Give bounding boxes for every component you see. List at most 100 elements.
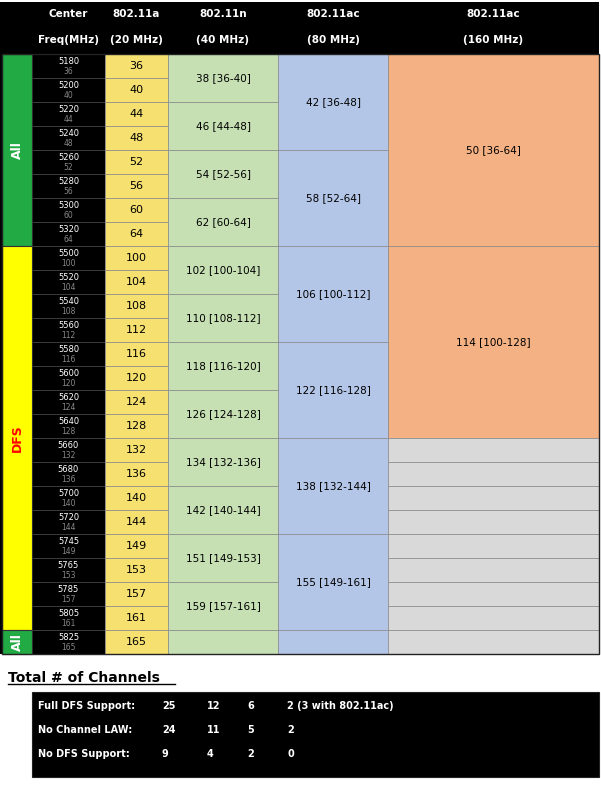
Bar (105, 198, 168, 222)
Bar (32, 438, 105, 462)
Bar (32, 198, 105, 222)
Bar (32, 126, 105, 150)
Bar (388, 246, 599, 438)
Bar (105, 174, 168, 198)
Text: 5540: 5540 (58, 297, 79, 306)
Bar (105, 462, 168, 486)
Text: 44: 44 (129, 109, 144, 119)
Bar (388, 438, 599, 462)
Bar (105, 534, 168, 558)
Bar (168, 294, 278, 342)
Bar (2, 246, 32, 630)
Text: 104: 104 (61, 283, 76, 292)
Text: Center: Center (49, 10, 88, 19)
Bar (32, 462, 105, 486)
Text: 5180: 5180 (58, 57, 79, 66)
Text: 2 (3 with 802.11ac): 2 (3 with 802.11ac) (287, 701, 394, 711)
Text: 132: 132 (126, 445, 147, 455)
Text: No Channel LAW:: No Channel LAW: (38, 725, 132, 735)
Text: 42 [36-48]: 42 [36-48] (305, 97, 361, 107)
Bar (278, 534, 388, 630)
Text: 58 [52-64]: 58 [52-64] (305, 193, 361, 203)
Text: 5500: 5500 (58, 249, 79, 258)
Text: 6: 6 (247, 701, 254, 711)
Bar (105, 366, 168, 390)
Bar (32, 270, 105, 294)
Bar (168, 486, 278, 534)
Text: 128: 128 (126, 421, 147, 431)
Bar (32, 414, 105, 438)
Text: 64: 64 (64, 235, 73, 244)
Text: 24: 24 (162, 725, 175, 735)
Text: 48: 48 (129, 133, 144, 143)
Text: 802.11n: 802.11n (199, 10, 247, 19)
Bar (278, 630, 388, 654)
Bar (105, 126, 168, 150)
Text: 161: 161 (61, 618, 76, 628)
Bar (105, 270, 168, 294)
Bar (32, 102, 105, 126)
Text: 112: 112 (61, 331, 76, 340)
Bar (278, 54, 388, 150)
Text: 54 [52-56]: 54 [52-56] (195, 169, 251, 179)
Bar (105, 54, 168, 78)
Bar (105, 582, 168, 606)
Text: 5560: 5560 (58, 321, 79, 330)
Text: 25: 25 (162, 701, 175, 711)
Text: 5720: 5720 (58, 513, 79, 522)
Text: 122 [116-128]: 122 [116-128] (296, 385, 370, 395)
Bar (105, 486, 168, 510)
Text: 108: 108 (61, 306, 76, 316)
Bar (168, 246, 278, 294)
Text: 9: 9 (162, 749, 169, 759)
Text: 136: 136 (126, 469, 147, 479)
Text: 120: 120 (61, 379, 76, 388)
Bar (32, 342, 105, 366)
Text: 802.11ac: 802.11ac (306, 10, 360, 19)
Text: 116: 116 (61, 355, 76, 364)
Text: 108: 108 (126, 301, 147, 311)
Bar (105, 246, 168, 270)
Text: 5220: 5220 (58, 105, 79, 114)
Text: 153: 153 (126, 565, 147, 575)
Text: 5825: 5825 (58, 633, 79, 642)
Text: 36: 36 (64, 67, 73, 76)
Text: 149: 149 (126, 541, 147, 551)
Text: 2: 2 (247, 749, 254, 759)
Text: 60: 60 (64, 211, 73, 220)
Bar (168, 582, 278, 630)
Bar (32, 510, 105, 534)
Text: 5280: 5280 (58, 178, 79, 186)
Bar (105, 510, 168, 534)
Text: 114 [100-128]: 114 [100-128] (456, 337, 531, 347)
Text: 104: 104 (126, 277, 147, 287)
Text: 138 [132-144]: 138 [132-144] (296, 481, 370, 491)
Bar (168, 198, 278, 246)
Text: 50 [36-64]: 50 [36-64] (466, 145, 521, 155)
Bar (32, 54, 105, 78)
Text: 44: 44 (64, 115, 73, 124)
Text: 128: 128 (61, 427, 76, 435)
Bar (388, 534, 599, 558)
Bar (278, 150, 388, 246)
Bar (32, 486, 105, 510)
Bar (32, 150, 105, 174)
Text: 38 [36-40]: 38 [36-40] (195, 73, 251, 83)
Bar (168, 54, 278, 102)
Bar (388, 606, 599, 630)
Text: 60: 60 (129, 205, 144, 215)
Bar (32, 366, 105, 390)
Text: 151 [149-153]: 151 [149-153] (186, 553, 260, 563)
Text: 5600: 5600 (58, 369, 79, 378)
Bar (105, 606, 168, 630)
Text: 134 [132-136]: 134 [132-136] (186, 457, 260, 467)
Bar (105, 414, 168, 438)
Text: All: All (10, 141, 23, 159)
Text: 5660: 5660 (58, 441, 79, 451)
Bar (32, 222, 105, 246)
Bar (388, 510, 599, 534)
Text: 144: 144 (61, 523, 76, 532)
Text: Total # of Channels: Total # of Channels (8, 671, 160, 685)
Text: 142 [140-144]: 142 [140-144] (186, 505, 260, 515)
Text: 100: 100 (126, 253, 147, 263)
